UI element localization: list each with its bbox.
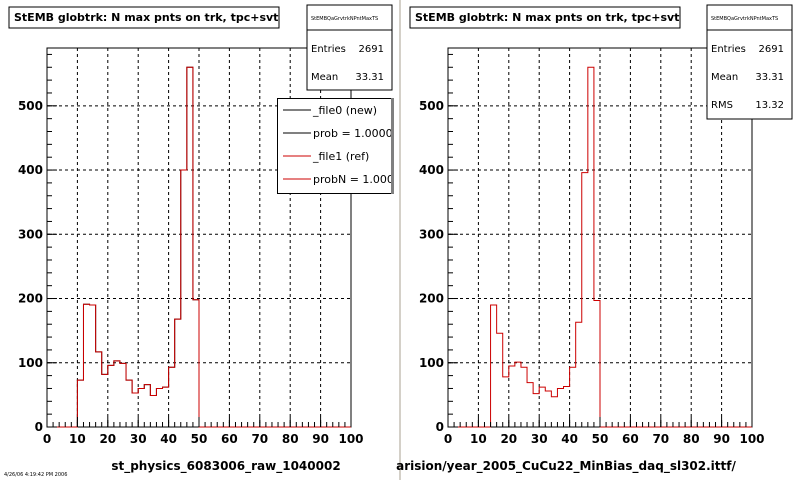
- y-tick-label: 100: [419, 356, 444, 370]
- right-histogram-panel: 0 10 20 30 40 50 60 70 80 90 100 0 100 200 300 400 500 S…: [396, 0, 800, 480]
- histogram-series-2: [47, 66, 351, 428]
- x-tick-label: 50: [592, 432, 609, 446]
- right-rms-label: RMS: [711, 100, 733, 111]
- legend-label-file0: _file0 (new): [312, 104, 377, 117]
- left-title-box: [8, 6, 280, 29]
- y-tick-label: 0: [436, 420, 444, 434]
- y-tick-label: 200: [419, 292, 444, 306]
- right-mean-label: Mean: [711, 72, 738, 83]
- footer-date: 4/26/06 4:19:42 PM 2006: [4, 472, 67, 478]
- y-tick-label: 100: [18, 356, 43, 370]
- y-tick-label: 200: [18, 292, 43, 306]
- x-tick-label: 20: [99, 432, 116, 446]
- y-tick-label: 500: [419, 99, 444, 113]
- x-tick-label: 10: [470, 432, 487, 446]
- left-stats-frame: [306, 4, 393, 91]
- left-grid: [47, 48, 351, 427]
- x-tick-label: 100: [739, 432, 764, 446]
- x-tick-label: 60: [221, 432, 238, 446]
- left-stats-box: StEMBQaGrvtrkNPntMaxTS Entries 2691 Mean…: [306, 4, 393, 91]
- right-axis-ticks: 0 10 20 30 40 50 60 70 80 90 100 0 100 200 300 400 500: [419, 53, 765, 446]
- x-tick-label: 40: [160, 432, 177, 446]
- right-stats-frame: [706, 4, 793, 120]
- legend-label-prob: prob = 1.000000: [313, 127, 407, 140]
- right-x-axis-label: arision/year_2005_CuCu22_MinBias_daq_sl3…: [396, 459, 736, 474]
- x-tick-label: 20: [500, 432, 517, 446]
- right-mean-value: 33.31: [755, 72, 784, 83]
- x-tick-label: 90: [312, 432, 329, 446]
- x-tick-label: 30: [531, 432, 548, 446]
- right-chart-title: StEMB globtrk: N max pnts on trk, tpc+sv…: [415, 11, 679, 24]
- x-tick-label: 90: [713, 432, 730, 446]
- y-tick-label: 300: [18, 227, 43, 241]
- x-tick-label: 60: [622, 432, 639, 446]
- x-tick-label: 30: [130, 432, 147, 446]
- right-entries-label: Entries: [711, 44, 746, 55]
- y-tick-label: 0: [35, 420, 43, 434]
- left-histogram-lines: [47, 66, 351, 428]
- x-tick-label: 0: [444, 432, 452, 446]
- left-mean-value: 33.31: [355, 72, 384, 83]
- right-histogram-lines: [448, 66, 752, 428]
- left-axis-ticks: 0 10 20 30 40 50 60 70 80 90 100 0 100 200 300 400 500: [18, 53, 364, 446]
- left-mean-label: Mean: [311, 72, 338, 83]
- x-tick-label: 100: [338, 432, 363, 446]
- left-histogram-panel: 0 10 20 30 40 50 60 70 80 90 100 0 100 200 300 400 500 S…: [0, 0, 415, 480]
- histogram-series-1: [448, 66, 752, 428]
- left-legend-shadow: [391, 98, 394, 194]
- legend-label-file1: _file1 (ref): [312, 150, 369, 163]
- right-stats-box: StEMBQaGrvtrkNPntMaxTS Entries 2691 Mean…: [706, 4, 793, 120]
- x-tick-label: 70: [251, 432, 268, 446]
- right-rms-value: 13.32: [755, 100, 784, 111]
- left-legend-clip: _file0 (new) prob = 1.000000 _file1 (ref…: [277, 98, 415, 194]
- left-stats-name: StEMBQaGrvtrkNPntMaxTS: [311, 16, 378, 22]
- x-tick-label: 80: [683, 432, 700, 446]
- left-chart-title: StEMB globtrk: N max pnts on trk, tpc+sv…: [14, 11, 278, 24]
- legend-label-probn: probN = 1.000000: [313, 173, 415, 186]
- left-entries-label: Entries: [311, 44, 346, 55]
- y-tick-label: 400: [18, 163, 43, 177]
- left-legend-frame: [277, 98, 391, 194]
- x-tick-label: 50: [191, 432, 208, 446]
- y-tick-label: 500: [18, 99, 43, 113]
- y-tick-label: 400: [419, 163, 444, 177]
- left-legend: _file0 (new) prob = 1.000000 _file1 (ref…: [277, 98, 415, 194]
- right-stats-name: StEMBQaGrvtrkNPntMaxTS: [711, 16, 778, 22]
- left-x-axis-label: st_physics_6083006_raw_1040002: [111, 459, 340, 474]
- y-tick-label: 300: [419, 227, 444, 241]
- right-title-box: [409, 6, 681, 29]
- x-tick-label: 40: [561, 432, 578, 446]
- x-tick-label: 70: [652, 432, 669, 446]
- x-tick-label: 10: [69, 432, 86, 446]
- left-entries-value: 2691: [359, 44, 384, 55]
- right-entries-value: 2691: [759, 44, 784, 55]
- x-tick-label: 80: [282, 432, 299, 446]
- x-tick-label: 0: [43, 432, 51, 446]
